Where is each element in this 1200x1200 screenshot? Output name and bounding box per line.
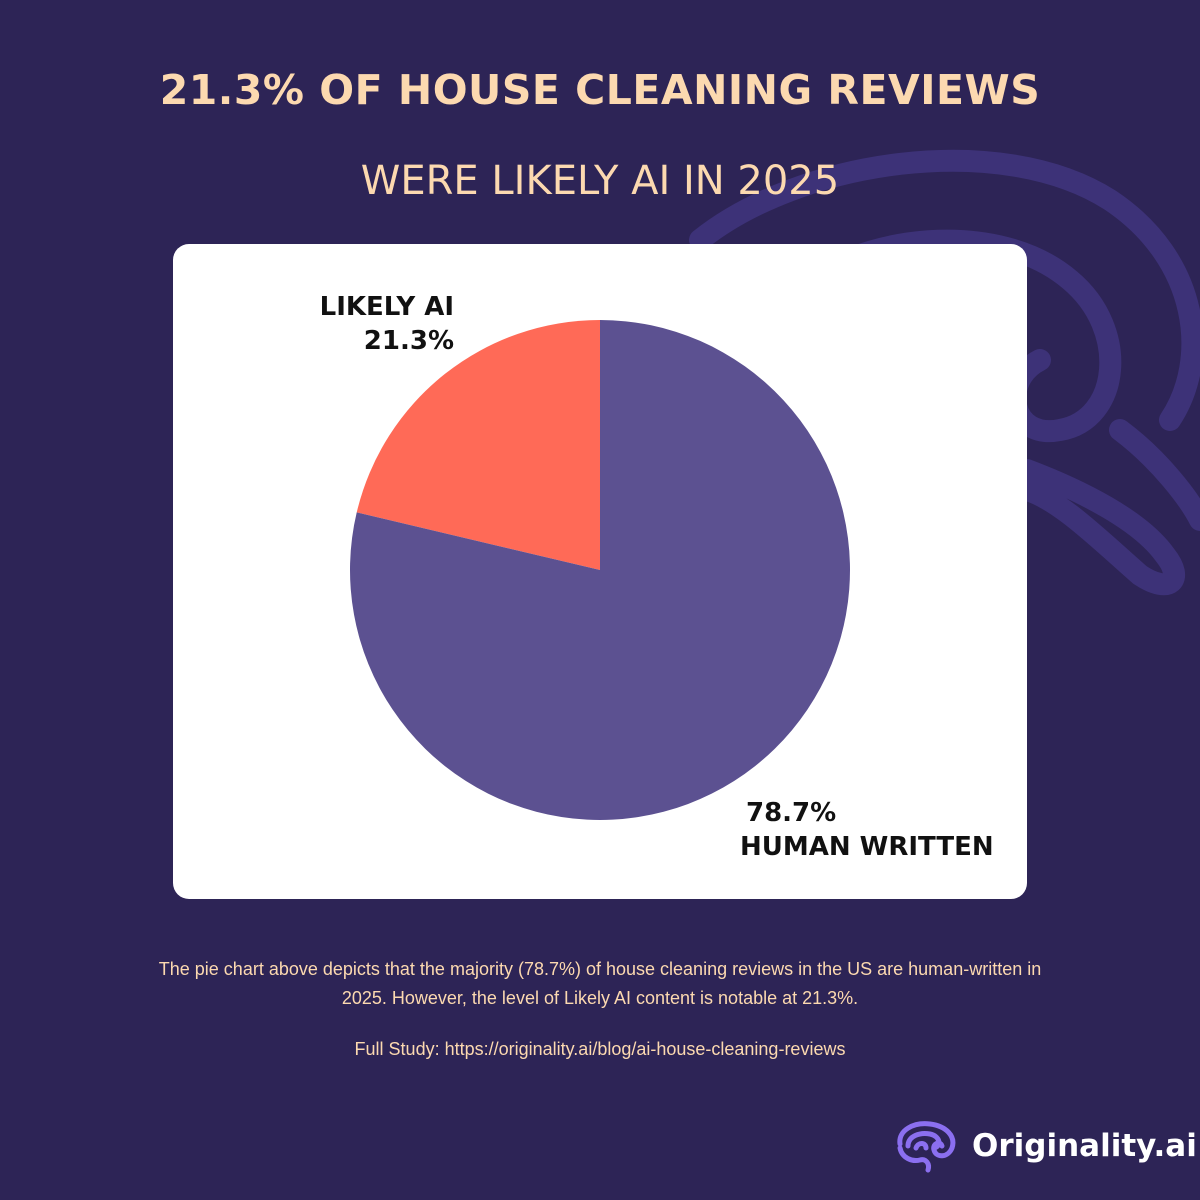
pie-chart	[350, 320, 850, 820]
slice-value-human-written: 78.7%	[746, 798, 837, 828]
slice-category-human-written: HUMAN WRITTEN	[740, 832, 994, 862]
chart-card: LIKELY AI 21.3% 78.7% HUMAN WRITTEN	[173, 244, 1027, 899]
brand-logo: Originality.ai	[890, 1118, 1197, 1174]
full-study-link[interactable]: Full Study: https://originality.ai/blog/…	[354, 1039, 846, 1059]
page-title: 21.3% OF HOUSE CLEANING REVIEWS	[159, 66, 1041, 114]
slice-category-likely-ai: LIKELY AI	[319, 292, 454, 322]
chart-caption: The pie chart above depicts that the maj…	[158, 959, 1042, 1008]
slice-value-likely-ai: 21.3%	[363, 326, 454, 356]
brain-icon	[897, 1121, 956, 1173]
pie-slice-human-written	[350, 320, 850, 820]
page-subtitle: WERE LIKELY AI IN 2025	[360, 158, 840, 204]
brand-name: Originality.ai	[972, 1128, 1197, 1164]
slice-label-human-written: 78.7% HUMAN WRITTEN	[740, 796, 994, 864]
pie-slice-likely-ai	[356, 320, 600, 570]
slice-label-likely-ai: LIKELY AI 21.3%	[314, 290, 454, 358]
